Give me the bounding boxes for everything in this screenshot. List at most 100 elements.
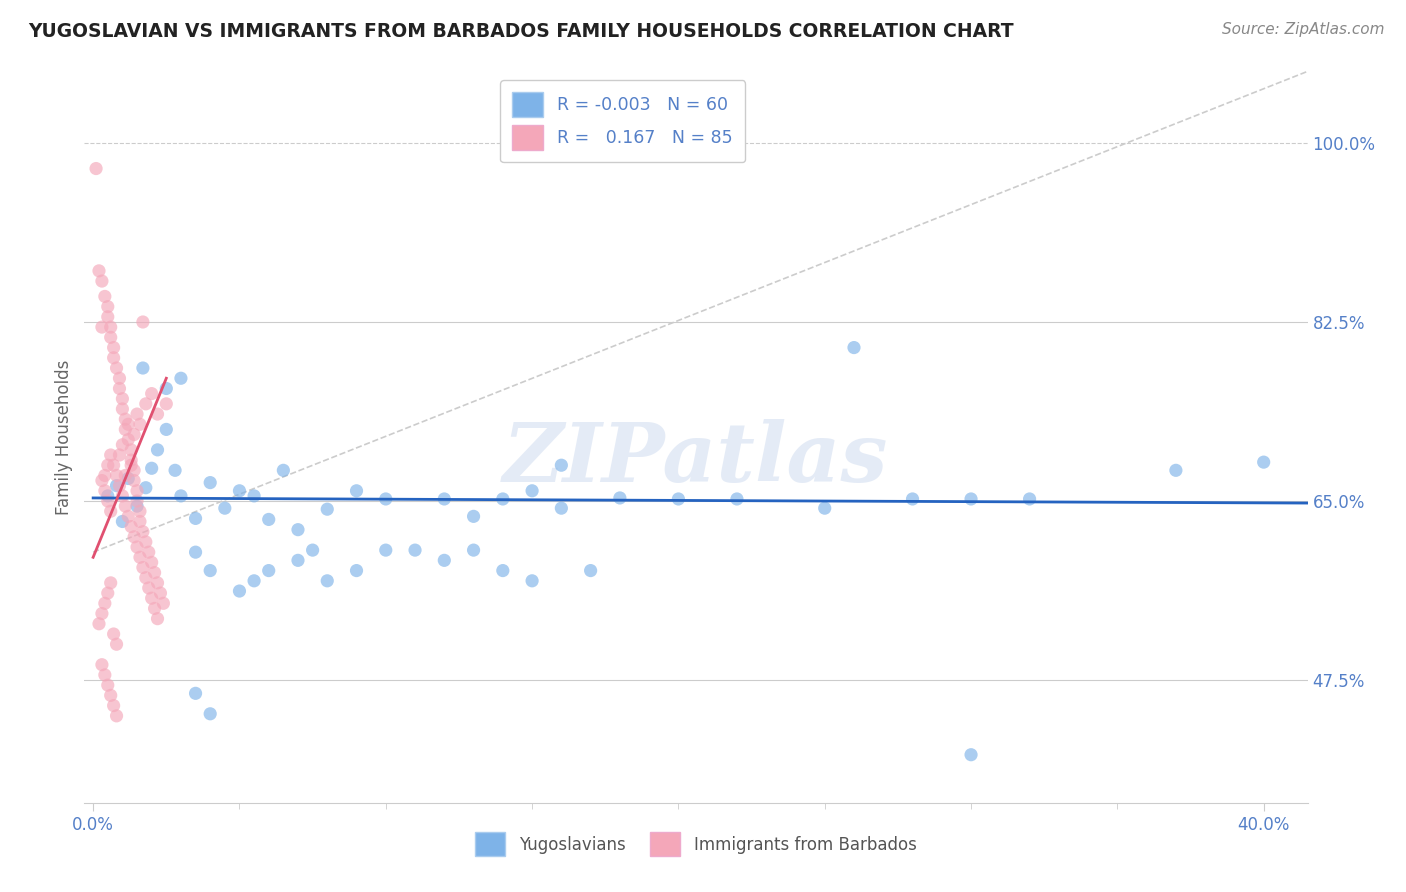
Point <box>120 458 142 473</box>
Point <box>125 407 148 421</box>
Point <box>114 412 136 426</box>
Point <box>97 494 120 508</box>
Point <box>114 422 136 436</box>
Point <box>125 483 148 498</box>
Point <box>287 553 309 567</box>
Point <box>100 689 122 703</box>
Point <box>111 401 134 416</box>
Point <box>122 474 145 488</box>
Point <box>103 627 125 641</box>
Point <box>214 501 236 516</box>
Point <box>1253 455 1275 469</box>
Point <box>100 320 122 334</box>
Point <box>122 530 145 544</box>
Point <box>120 519 142 533</box>
Point <box>404 543 426 558</box>
Point <box>287 523 309 537</box>
Point <box>346 564 368 578</box>
Point <box>90 274 112 288</box>
Point <box>141 591 163 606</box>
Point <box>149 586 172 600</box>
Point <box>129 515 152 529</box>
Point <box>316 502 339 516</box>
Text: Source: ZipAtlas.com: Source: ZipAtlas.com <box>1222 22 1385 37</box>
Point <box>1164 463 1187 477</box>
Point <box>550 458 572 473</box>
Point <box>105 709 128 723</box>
Point <box>103 698 125 713</box>
Point <box>97 300 120 314</box>
Text: ZIPatlas: ZIPatlas <box>503 419 889 499</box>
Point <box>117 417 139 432</box>
Point <box>141 386 163 401</box>
Point <box>132 315 155 329</box>
Point <box>143 601 166 615</box>
Point <box>492 564 515 578</box>
Point <box>141 461 163 475</box>
Point <box>842 341 865 355</box>
Point <box>492 491 515 506</box>
Point <box>138 545 160 559</box>
Point <box>257 512 280 526</box>
Point <box>117 509 139 524</box>
Point <box>87 616 110 631</box>
Point <box>301 543 323 558</box>
Point <box>120 442 142 457</box>
Point <box>100 448 122 462</box>
Point <box>120 453 142 467</box>
Point <box>433 553 456 567</box>
Point <box>125 499 148 513</box>
Point <box>198 564 221 578</box>
Point <box>814 501 837 516</box>
Point <box>146 407 169 421</box>
Point <box>184 545 207 559</box>
Point <box>135 535 157 549</box>
Point <box>165 463 187 477</box>
Point <box>243 489 266 503</box>
Point <box>132 524 155 539</box>
Point <box>111 489 134 503</box>
Point <box>111 438 134 452</box>
Point <box>228 483 250 498</box>
Point <box>135 397 157 411</box>
Point <box>433 491 456 506</box>
Point <box>122 463 145 477</box>
Point <box>129 550 152 565</box>
Point <box>111 515 134 529</box>
Point <box>129 417 152 432</box>
Point <box>960 747 983 762</box>
Point <box>143 566 166 580</box>
Point <box>87 264 110 278</box>
Point <box>520 483 543 498</box>
Point <box>108 478 131 492</box>
Y-axis label: Family Households: Family Households <box>55 359 73 515</box>
Point <box>105 468 128 483</box>
Point <box>103 458 125 473</box>
Point <box>108 382 131 396</box>
Point <box>111 392 134 406</box>
Point <box>125 540 148 554</box>
Point <box>520 574 543 588</box>
Point <box>97 310 120 324</box>
Point <box>94 483 117 498</box>
Point <box>228 584 250 599</box>
Point <box>273 463 295 477</box>
Point <box>90 607 112 621</box>
Point <box>1018 491 1040 506</box>
Point <box>94 289 117 303</box>
Point <box>155 422 177 436</box>
Point <box>132 361 155 376</box>
Point <box>141 555 163 569</box>
Point <box>108 371 131 385</box>
Point <box>97 489 120 503</box>
Point <box>146 575 169 590</box>
Point <box>103 341 125 355</box>
Point <box>170 371 193 385</box>
Point <box>316 574 339 588</box>
Point <box>84 161 107 176</box>
Point <box>103 351 125 365</box>
Point <box>122 427 145 442</box>
Point <box>94 468 117 483</box>
Point <box>155 397 177 411</box>
Point <box>960 491 983 506</box>
